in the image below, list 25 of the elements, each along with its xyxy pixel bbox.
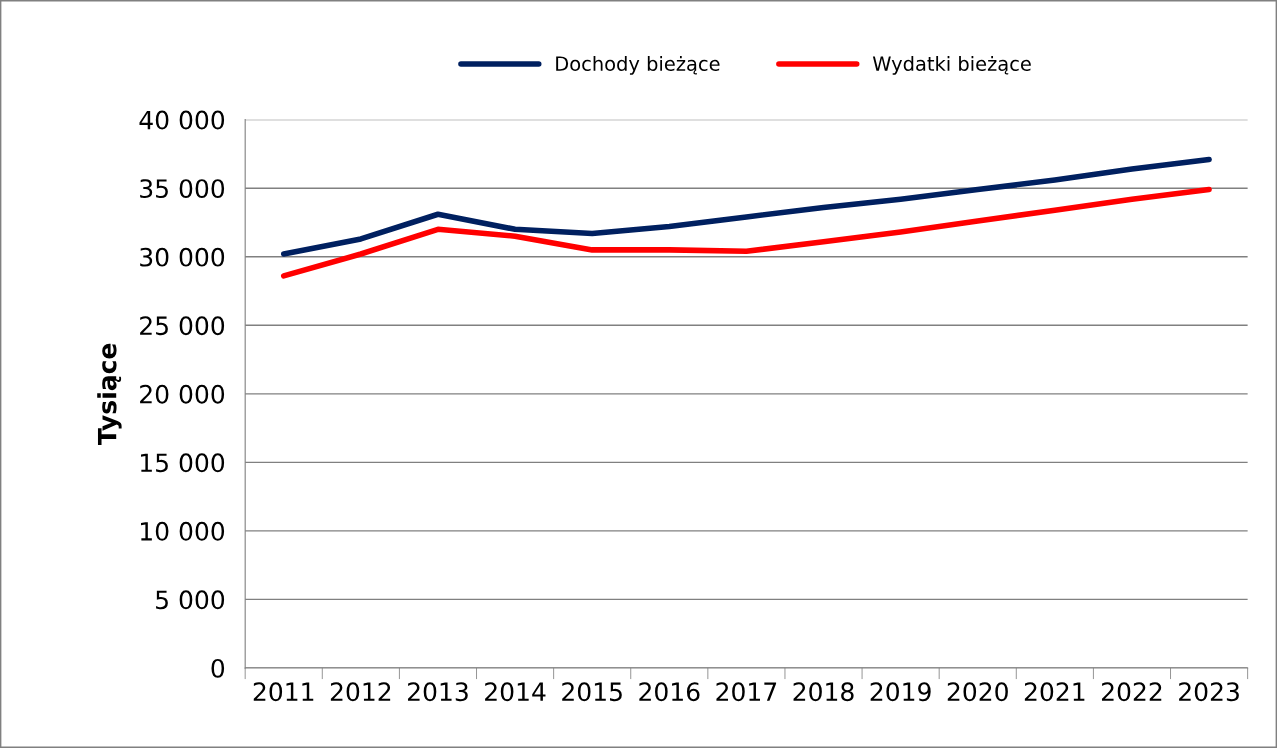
y-tick-label: 0 (211, 658, 225, 678)
x-tick-label: 2016 (639, 682, 700, 702)
y-tick-label: 25 000 (140, 316, 225, 336)
x-tick-label: 2012 (330, 682, 391, 702)
x-tick-label: 2021 (1024, 682, 1085, 702)
x-tick-label: 2011 (253, 682, 314, 702)
x-tick-label: 2019 (870, 682, 931, 702)
x-tick-label: 2013 (407, 682, 468, 702)
x-tick-label: 2017 (716, 682, 777, 702)
x-tick-label: 2015 (562, 682, 622, 702)
x-tick-label: 2020 (947, 682, 1008, 702)
x-tick-label: 2018 (793, 682, 854, 702)
legend-label: Dochody bieżące (556, 55, 720, 75)
y-tick-label: 35 000 (140, 179, 225, 199)
x-tick-label: 2023 (1179, 682, 1239, 702)
x-tick-label: 2022 (1101, 682, 1162, 702)
legend-label: Wydatki bieżące (872, 55, 1031, 75)
y-tick-label: 30 000 (140, 247, 225, 267)
y-tick-label: 40 000 (139, 110, 225, 130)
y-tick-label: 20 000 (140, 384, 225, 404)
y-tick-label: 5 000 (156, 590, 225, 610)
y-tick-label: 10 000 (141, 521, 225, 541)
y-axis-title: Tysiące (97, 343, 122, 445)
x-tick-label: 2014 (485, 682, 546, 702)
y-tick-label: 15 000 (141, 453, 225, 473)
